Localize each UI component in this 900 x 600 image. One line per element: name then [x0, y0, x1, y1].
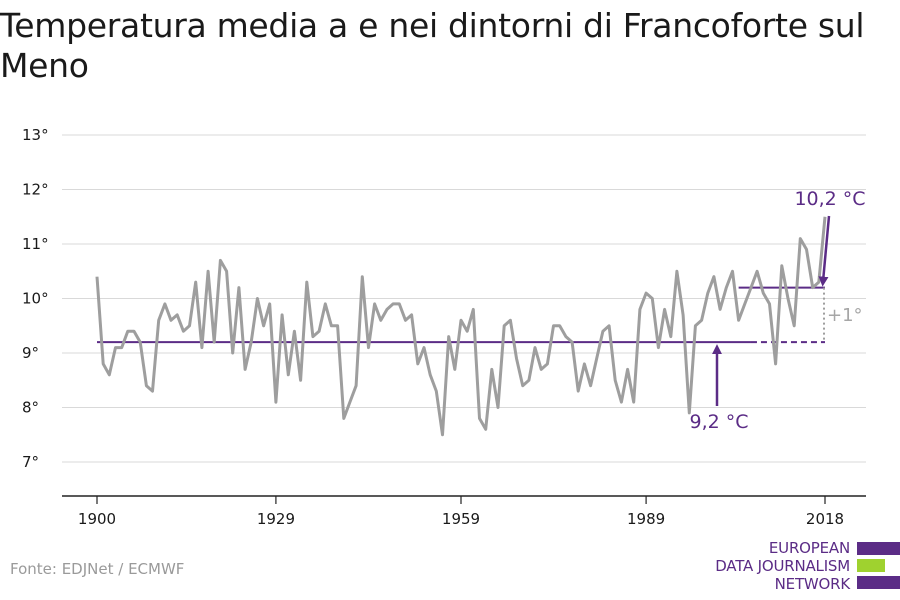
difference-label: +1°	[827, 305, 863, 326]
x-tick-label: 2018	[806, 510, 844, 528]
y-tick-label: 9°	[22, 344, 39, 362]
series-layer	[95, 216, 827, 437]
baseline-mean-label: 9,2 °C	[689, 411, 748, 433]
chart-title: Temperatura media a e nei dintorni di Fr…	[0, 6, 865, 85]
y-axis-tick-labels: 7° 8° 9° 10° 11° 12° 13°	[22, 126, 49, 471]
x-tick-label: 1989	[627, 510, 665, 528]
grid-lines	[62, 134, 866, 463]
x-axis: 1900 1929 1959 1989 2018	[62, 495, 866, 528]
y-tick-label: 7°	[22, 453, 39, 471]
logo-line-2: DATA JOURNALISM	[715, 557, 850, 575]
y-tick-label: 11°	[22, 235, 49, 253]
logo-bar-green	[857, 559, 885, 572]
logo-bar-purple-top	[857, 542, 900, 555]
y-tick-label: 12°	[22, 181, 49, 199]
x-tick-label: 1929	[257, 510, 295, 528]
y-tick-label: 13°	[22, 126, 49, 144]
logo-bar-purple-bottom	[857, 576, 900, 589]
y-tick-label: 8°	[22, 399, 39, 417]
x-tick-label: 1959	[442, 510, 480, 528]
recent-mean-arrow	[818, 215, 831, 287]
logo-line-1: EUROPEAN	[768, 539, 850, 557]
y-tick-label: 10°	[22, 290, 49, 308]
x-tick-label: 1900	[78, 510, 116, 528]
edjnet-logo: EUROPEAN DATA JOURNALISM NETWORK	[700, 538, 900, 598]
annotations: +1° 10,2 °C 9,2 °C	[689, 188, 865, 433]
recent-mean-label: 10,2 °C	[794, 188, 865, 210]
logo-line-3: NETWORK	[774, 575, 851, 593]
source-credit: Fonte: EDJNet / ECMWF	[10, 560, 185, 578]
